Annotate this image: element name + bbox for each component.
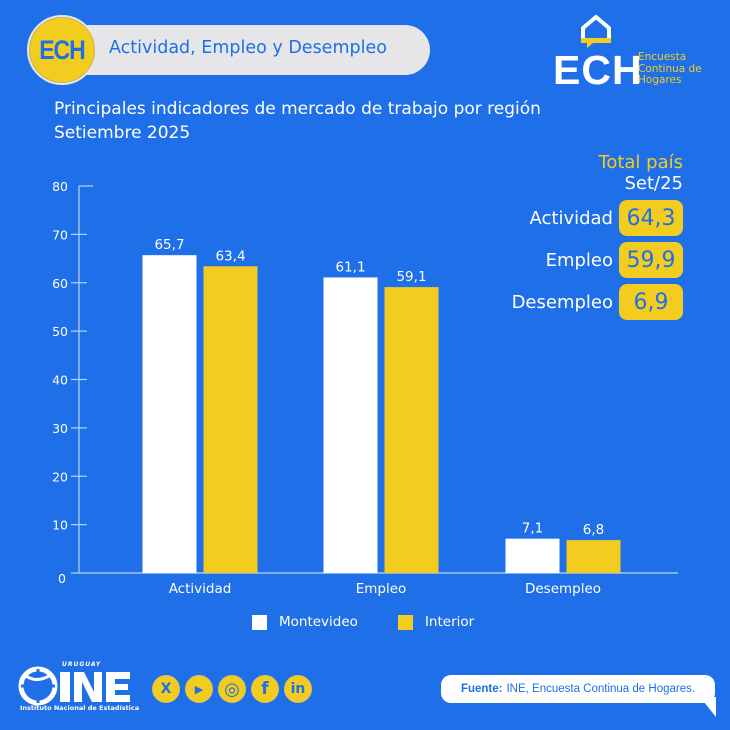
ech-badge-text: ECH bbox=[39, 34, 86, 65]
totals-row-desempleo: Desempleo 6,9 bbox=[512, 284, 683, 320]
source-label: Fuente: bbox=[460, 683, 503, 695]
bar-interior-empleo bbox=[384, 287, 439, 573]
totals-value: 59,9 bbox=[619, 242, 683, 278]
x-glyph: X bbox=[160, 681, 172, 697]
chart-title: Principales indicadores de mercado de tr… bbox=[54, 97, 541, 145]
x-category-label: Empleo bbox=[356, 581, 407, 597]
totals-panel: Total país Set/25 Actividad 64,3 Empleo … bbox=[512, 152, 683, 320]
totals-value: 64,3 bbox=[619, 200, 683, 236]
chart-title-line: Principales indicadores de mercado de tr… bbox=[54, 99, 541, 119]
ech-logo: ECH Encuesta Continua de Hogares bbox=[553, 14, 723, 91]
logo-subtitle-line: Encuesta bbox=[638, 51, 687, 63]
y-tick-label: 30 bbox=[52, 421, 68, 436]
source-bubble-tail bbox=[700, 697, 716, 717]
legend-label: Interior bbox=[424, 614, 475, 630]
x-icon[interactable]: X bbox=[152, 675, 180, 703]
totals-label: Empleo bbox=[545, 249, 613, 271]
header-title: Actividad, Empleo y Desempleo bbox=[109, 38, 387, 58]
legend-swatch-montevideo bbox=[252, 614, 267, 630]
x-category-label: Actividad bbox=[169, 581, 232, 597]
y-tick-label: 40 bbox=[52, 373, 68, 388]
linkedin-glyph: in bbox=[290, 681, 306, 697]
totals-label: Desempleo bbox=[511, 291, 613, 313]
totals-row-actividad: Actividad 64,3 bbox=[512, 200, 683, 236]
bar-value-label: 6,8 bbox=[583, 522, 604, 538]
logo-ech-text: ECH bbox=[553, 47, 643, 93]
bar-interior-actividad bbox=[203, 266, 258, 573]
logo-subtitle-line: Continua de bbox=[638, 62, 702, 75]
bar-value-label: 7,1 bbox=[522, 521, 543, 537]
instagram-glyph: ◎ bbox=[224, 678, 240, 700]
facebook-glyph: f bbox=[261, 679, 269, 699]
linkedin-icon[interactable]: in bbox=[284, 675, 312, 703]
y-tick-label: 0 bbox=[58, 571, 66, 586]
y-tick-label: 80 bbox=[52, 179, 68, 194]
bar-chart: 0 10 20 30 40 50 60 70 80 65,7 63,4 Actividad 61,1 59… bbox=[52, 179, 678, 597]
ine-full-name: Instituto Nacional de Estadística bbox=[20, 704, 140, 712]
totals-title: Total país bbox=[598, 152, 683, 173]
bar-montevideo-desempleo bbox=[505, 538, 560, 573]
bar-value-label: 65,7 bbox=[154, 237, 184, 253]
legend-item-montevideo: Montevideo bbox=[252, 614, 358, 630]
totals-row-empleo: Empleo 59,9 bbox=[512, 242, 683, 278]
totals-value: 6,9 bbox=[619, 284, 683, 320]
bar-value-label: 63,4 bbox=[215, 248, 245, 264]
y-tick-label: 20 bbox=[52, 469, 68, 484]
bar-montevideo-actividad bbox=[142, 255, 197, 573]
ech-badge: ECH bbox=[27, 15, 97, 85]
y-tick-label: 50 bbox=[52, 324, 68, 339]
ine-globe-icon bbox=[18, 666, 130, 706]
legend-item-interior: Interior bbox=[397, 614, 475, 630]
instagram-icon[interactable]: ◎ bbox=[218, 675, 246, 703]
logo-subtitle: Encuesta Continua de Hogares bbox=[638, 51, 728, 87]
youtube-glyph: ▶ bbox=[194, 682, 204, 696]
legend-label: Montevideo bbox=[279, 614, 358, 630]
chart-subtitle-line: Setiembre 2025 bbox=[54, 123, 191, 143]
facebook-icon[interactable]: f bbox=[251, 675, 279, 703]
y-tick-label: 60 bbox=[52, 276, 68, 291]
legend-swatch-interior bbox=[397, 614, 413, 630]
social-links: X ▶ ◎ f in bbox=[152, 675, 317, 703]
bar-value-label: 61,1 bbox=[335, 259, 365, 275]
x-category-label: Desempleo bbox=[525, 581, 601, 597]
bar-value-label: 59,1 bbox=[396, 269, 426, 285]
source-text: INE, Encuesta Continua de Hogares. bbox=[506, 683, 696, 695]
chart-legend: Montevideo Interior bbox=[252, 614, 514, 630]
bar-montevideo-empleo bbox=[323, 277, 378, 573]
totals-period: Set/25 bbox=[624, 173, 683, 194]
bar-interior-desempleo bbox=[566, 540, 621, 573]
y-tick-label: 70 bbox=[52, 227, 68, 242]
ine-country: URUGUAY bbox=[62, 661, 102, 668]
y-tick-label: 10 bbox=[52, 518, 68, 533]
totals-label: Actividad bbox=[529, 207, 614, 229]
logo-subtitle-line: Hogares bbox=[638, 74, 682, 86]
source-note: Fuente: INE, Encuesta Continua de Hogare… bbox=[441, 675, 715, 703]
ine-logo: URUGUAY Instituto Nacional de Estadístic… bbox=[18, 660, 140, 720]
house-chat-icon bbox=[581, 15, 611, 48]
youtube-icon[interactable]: ▶ bbox=[185, 675, 213, 703]
